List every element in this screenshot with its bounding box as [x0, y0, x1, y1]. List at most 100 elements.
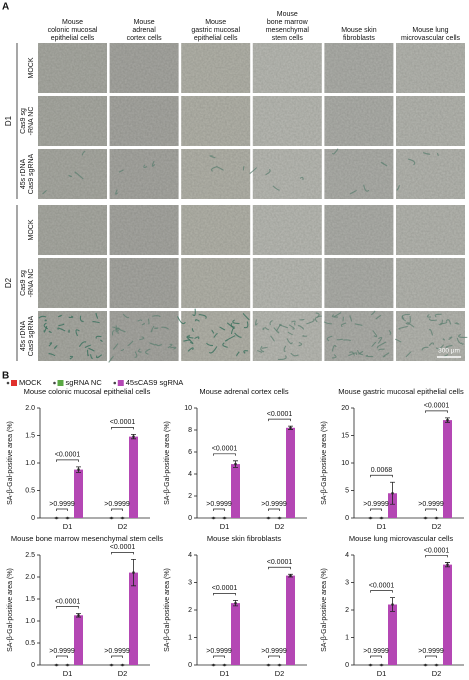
- p-value: <0.0001: [55, 598, 81, 605]
- p-value: <0.0001: [212, 585, 238, 592]
- y-tick-label: 0: [188, 515, 192, 522]
- stain: [371, 341, 377, 348]
- stain: [299, 176, 304, 181]
- stain: [226, 322, 235, 329]
- bar: [443, 420, 452, 518]
- micrograph: [181, 43, 251, 93]
- stain: [42, 189, 47, 195]
- micrograph: [181, 258, 251, 308]
- stain: [152, 315, 161, 318]
- stain: [323, 321, 332, 325]
- legend-label: 45sCAS9 sgRNA: [126, 378, 184, 387]
- stain: [170, 346, 177, 350]
- comparison-bracket: [56, 655, 68, 658]
- y-tick-label: 0: [188, 662, 192, 669]
- micrograph: [38, 149, 107, 199]
- row-label: Cas9 sgRNA: [28, 315, 35, 356]
- stain: [186, 335, 194, 339]
- column-header: fibroblasts: [343, 35, 375, 42]
- y-axis-label: SA-β-Gal-positive area (%): [321, 568, 328, 652]
- y-tick-label: 10: [341, 460, 349, 467]
- p-value: <0.0001: [110, 419, 136, 426]
- error-bar: [445, 417, 450, 423]
- bar: [388, 604, 397, 665]
- p-value: <0.0001: [110, 544, 136, 551]
- p-value: <0.0001: [424, 547, 450, 554]
- stain: [134, 351, 138, 358]
- micrograph: [396, 311, 465, 361]
- stain: [81, 150, 86, 156]
- stain: [43, 322, 49, 330]
- y-tick-label: 20: [341, 405, 349, 412]
- stain: [38, 315, 47, 319]
- bar: [231, 464, 240, 518]
- error-bar: [390, 597, 395, 612]
- legend-dot: [113, 381, 117, 385]
- stain: [291, 320, 296, 323]
- stain: [58, 314, 63, 318]
- column-header: Mouse lung: [412, 27, 448, 34]
- bar: [74, 469, 83, 518]
- row-label: Cas9 sg: [20, 108, 27, 134]
- stain: [225, 335, 236, 342]
- stain: [398, 325, 408, 330]
- p-value: <0.0001: [267, 411, 293, 418]
- comparison-bracket: [111, 427, 134, 430]
- column-header: Mouse: [277, 11, 298, 18]
- micrograph: [396, 149, 465, 199]
- stain: [365, 354, 374, 358]
- comparison-bracket: [425, 508, 437, 511]
- y-tick-label: 4: [188, 552, 192, 559]
- error-bar: [288, 425, 293, 430]
- stain: [428, 342, 435, 346]
- stain: [442, 338, 446, 341]
- comparison-bracket: [56, 606, 79, 609]
- chart-title: Mouse colonic mucosal epithelial cells: [24, 387, 151, 396]
- micrograph: [396, 258, 465, 308]
- stain: [406, 315, 411, 324]
- stain: [349, 315, 353, 322]
- stain: [191, 328, 195, 333]
- stain: [290, 352, 299, 357]
- stain: [288, 324, 295, 330]
- stain: [445, 319, 452, 325]
- stain: [137, 319, 143, 322]
- stain: [356, 349, 364, 356]
- y-tick-label: 0: [31, 662, 35, 669]
- y-tick-label: 5: [345, 487, 349, 494]
- error-bar: [445, 562, 450, 568]
- error-bar: [233, 599, 238, 607]
- p-value: >0.9999: [363, 648, 389, 655]
- legend-swatch: [57, 380, 64, 386]
- micrograph: [252, 258, 322, 308]
- stain: [428, 318, 438, 321]
- stain: [380, 161, 388, 167]
- stain: [161, 326, 169, 330]
- p-value: <0.0001: [55, 452, 81, 459]
- stain: [340, 322, 347, 328]
- chart-title: Mouse skin fibroblasts: [207, 534, 281, 543]
- p-value: >0.9999: [261, 501, 287, 508]
- stain: [57, 327, 66, 332]
- p-value: >0.9999: [418, 501, 444, 508]
- stain: [331, 314, 339, 318]
- stain: [269, 320, 273, 326]
- stain: [232, 319, 240, 325]
- y-axis-label: SA-β-Gal-positive area (%): [164, 568, 171, 652]
- panel-label: A: [2, 2, 9, 13]
- stain: [401, 313, 410, 320]
- comparison-bracket: [370, 590, 393, 593]
- stain: [242, 165, 245, 171]
- stain: [265, 168, 271, 176]
- stain: [68, 174, 73, 178]
- stain: [272, 185, 280, 191]
- p-value: >0.9999: [418, 648, 444, 655]
- column-header: cortex cells: [127, 35, 163, 42]
- stain: [115, 327, 120, 333]
- stain: [69, 355, 74, 360]
- micrograph: [252, 43, 322, 93]
- stain: [243, 321, 249, 329]
- row-label: MOCK: [28, 219, 35, 240]
- stain: [297, 325, 305, 330]
